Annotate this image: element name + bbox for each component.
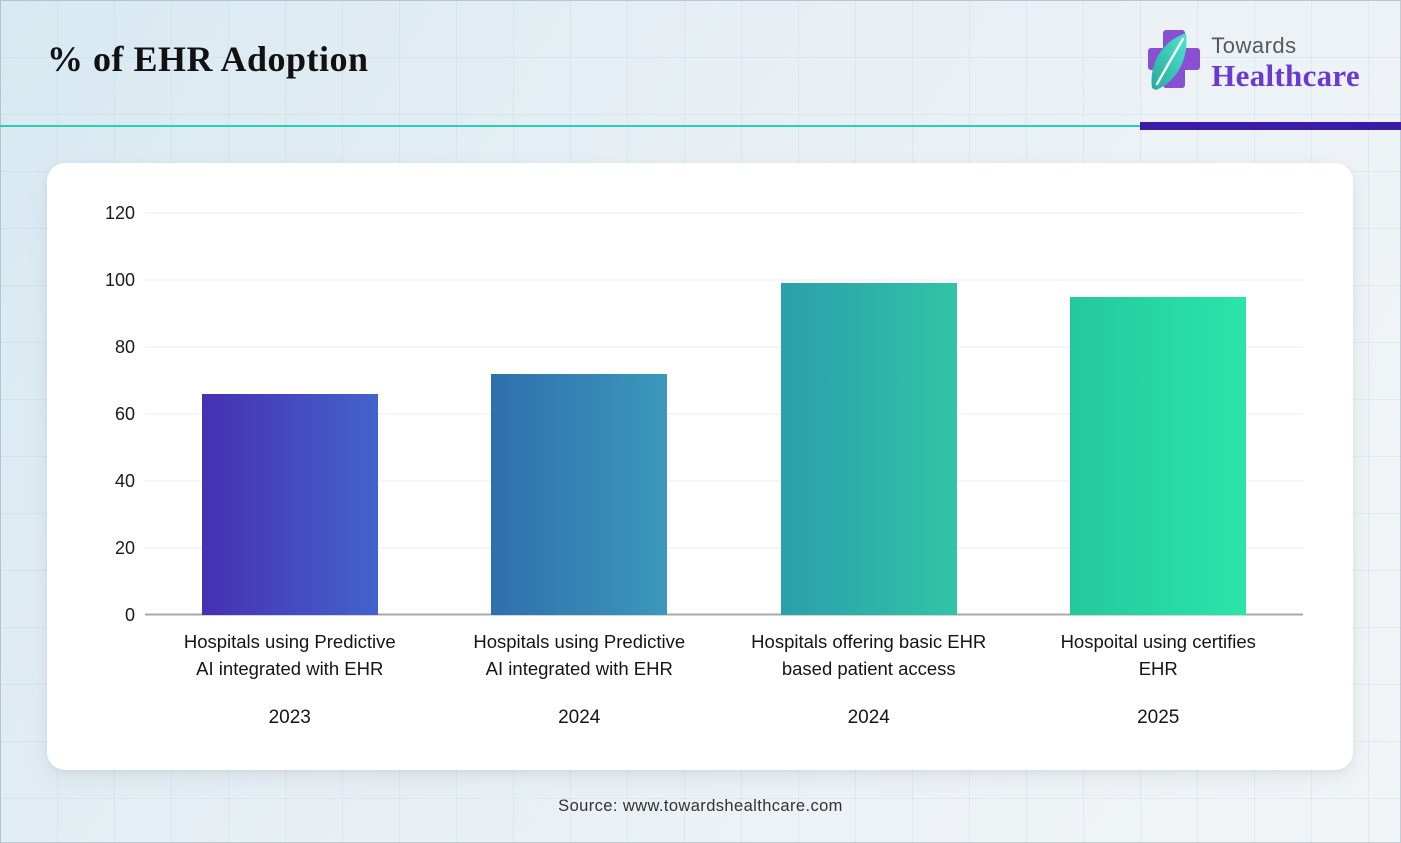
gridline-120	[145, 212, 1303, 214]
header-divider-teal-line	[0, 125, 1401, 127]
x-category-2: Hospitals using Predictive AI integrated …	[435, 628, 725, 729]
gridline-40	[145, 480, 1303, 482]
y-tick-label-80: 80	[114, 337, 135, 358]
bar-1-2023	[201, 393, 378, 615]
x-axis-baseline	[145, 613, 1303, 616]
x-category-1: Hospitals using Predictive AI integrated …	[145, 628, 435, 729]
bar-4-2025	[1070, 296, 1247, 615]
x-category-label-3: Hospitals offering basic EHR based patien…	[751, 631, 987, 679]
gridline-80	[145, 346, 1303, 348]
logo-towards-label: Towards	[1211, 33, 1297, 58]
x-category-label-1: Hospitals using Predictive AI integrated …	[183, 631, 396, 679]
x-category-label-4: Hospoital using certifies EHR	[1060, 631, 1256, 679]
header: % of EHR Adoption Towards Healthcare	[0, 0, 1401, 130]
y-tick-label-120: 120	[104, 203, 135, 223]
gridline-60	[145, 413, 1303, 415]
x-year-label-2: 2024	[558, 707, 601, 728]
x-category-3: Hospitals offering basic EHR based patien…	[724, 628, 1014, 729]
logo-text: Towards Healthcare	[1211, 28, 1360, 93]
towards-healthcare-logo: Towards Healthcare	[1145, 28, 1360, 94]
y-tick-label-0: 0	[124, 605, 135, 625]
x-axis-labels: Hospitals using Predictive AI integrated …	[145, 628, 1303, 729]
x-year-label-4: 2025	[1137, 707, 1180, 728]
y-axis: 0 20 40 60 80 100 120	[83, 204, 135, 624]
x-year-label-3: 2024	[847, 707, 890, 728]
plot-area	[145, 212, 1303, 616]
chart-card: 0 20 40 60 80 100 120 Hospitals using Predicti…	[47, 163, 1353, 770]
source-text: Source: www.towardshealthcare.com	[558, 797, 843, 815]
y-tick-label-40: 40	[114, 471, 135, 492]
page-title: % of EHR Adoption	[47, 39, 369, 79]
y-tick-label-100: 100	[104, 270, 135, 290]
y-tick-label-20: 20	[114, 538, 135, 559]
x-category-label-2: Hospitals using Predictive AI integrated …	[473, 631, 686, 679]
gridline-20	[145, 547, 1303, 549]
header-divider-indigo-bar	[1140, 122, 1401, 130]
x-category-4: Hospoital using certifies EHR 2025	[1014, 628, 1304, 729]
x-year-label-1: 2023	[268, 707, 311, 728]
y-tick-label-60: 60	[114, 404, 135, 424]
logo-cross-leaf-icon	[1148, 30, 1201, 90]
bar-3-2024	[780, 283, 957, 615]
logo-healthcare-label: Healthcare	[1211, 58, 1360, 93]
gridline-100	[145, 279, 1303, 281]
bar-2-2024	[491, 373, 668, 615]
